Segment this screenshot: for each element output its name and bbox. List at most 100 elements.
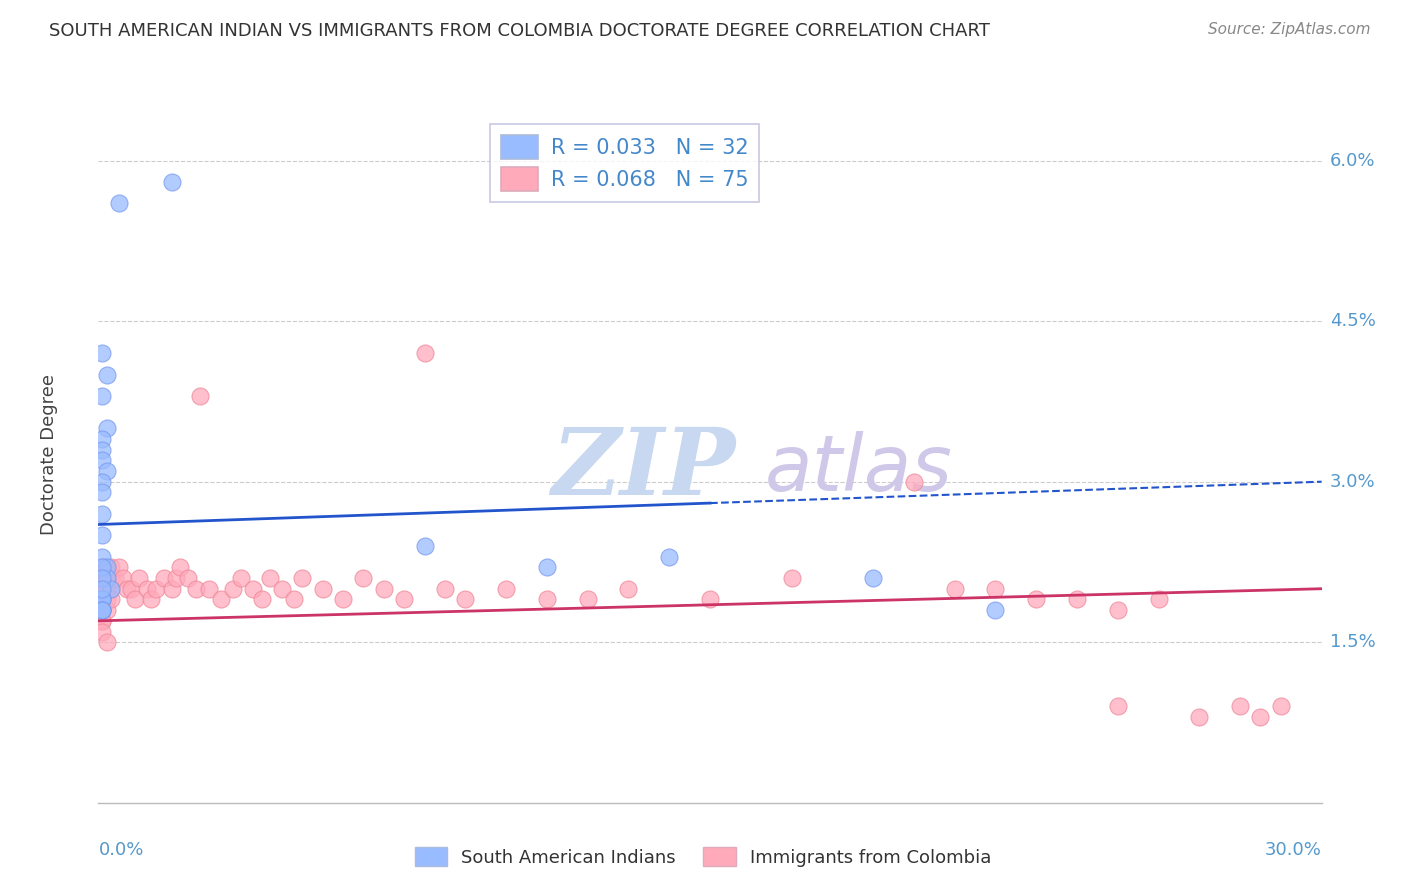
Point: [91, 560, 114, 574]
Point: [91, 582, 114, 596]
Point: [617, 582, 640, 596]
Point: [91, 603, 114, 617]
Point: [231, 571, 253, 585]
Point: [576, 592, 599, 607]
Point: [124, 592, 146, 607]
Point: [1025, 592, 1047, 607]
Point: [984, 582, 1007, 596]
Point: [495, 582, 517, 596]
Point: [1270, 699, 1292, 714]
Point: [984, 603, 1007, 617]
Point: [536, 592, 558, 607]
Point: [100, 592, 122, 607]
Point: [373, 582, 395, 596]
Point: [160, 582, 183, 596]
Point: [1107, 699, 1129, 714]
Point: [91, 624, 114, 639]
Point: [91, 582, 114, 596]
Point: [1249, 710, 1271, 724]
Text: 4.5%: 4.5%: [1330, 312, 1376, 330]
Point: [186, 582, 208, 596]
Point: [91, 571, 114, 585]
Point: [96, 603, 118, 617]
Point: [91, 582, 114, 596]
Text: 6.0%: 6.0%: [1330, 152, 1375, 169]
Legend: South American Indians, Immigrants from Colombia: South American Indians, Immigrants from …: [408, 840, 998, 874]
Point: [91, 560, 114, 574]
Point: [91, 346, 114, 360]
Point: [943, 582, 966, 596]
Point: [91, 614, 114, 628]
Point: [242, 582, 264, 596]
Point: [91, 592, 114, 607]
Point: [903, 475, 925, 489]
Point: [96, 571, 118, 585]
Point: [188, 389, 212, 403]
Text: Doctorate Degree: Doctorate Degree: [41, 375, 59, 535]
Point: [91, 603, 114, 617]
Point: [91, 571, 114, 585]
Point: [91, 592, 114, 607]
Point: [108, 196, 131, 211]
Point: [111, 571, 134, 585]
Point: [91, 614, 114, 628]
Point: [780, 571, 803, 585]
Point: [91, 560, 114, 574]
Point: [250, 592, 273, 607]
Point: [115, 582, 138, 596]
Point: [270, 582, 294, 596]
Text: 0.0%: 0.0%: [98, 841, 143, 859]
Text: atlas: atlas: [765, 431, 953, 507]
Point: [96, 635, 118, 649]
Text: 30.0%: 30.0%: [1265, 841, 1322, 859]
Point: [152, 571, 174, 585]
Point: [91, 475, 114, 489]
Text: ZIP: ZIP: [551, 424, 735, 514]
Point: [91, 442, 114, 457]
Point: [332, 592, 354, 607]
Text: 1.5%: 1.5%: [1330, 633, 1375, 651]
Point: [96, 368, 118, 382]
Text: 3.0%: 3.0%: [1330, 473, 1375, 491]
Point: [91, 571, 114, 585]
Point: [91, 592, 114, 607]
Point: [91, 603, 114, 617]
Point: [96, 421, 118, 435]
Point: [197, 582, 219, 596]
Point: [91, 453, 114, 467]
Point: [1066, 592, 1088, 607]
Point: [120, 582, 142, 596]
Point: [160, 175, 183, 189]
Point: [96, 571, 118, 585]
Point: [1107, 603, 1129, 617]
Point: [91, 592, 114, 607]
Point: [392, 592, 416, 607]
Point: [434, 582, 457, 596]
Point: [658, 549, 681, 564]
Point: [177, 571, 200, 585]
Point: [96, 592, 118, 607]
Point: [165, 571, 187, 585]
Point: [136, 582, 159, 596]
Point: [413, 346, 436, 360]
Text: Source: ZipAtlas.com: Source: ZipAtlas.com: [1208, 22, 1371, 37]
Point: [104, 571, 127, 585]
Point: [100, 582, 122, 596]
Point: [91, 592, 114, 607]
Point: [91, 549, 114, 564]
Point: [454, 592, 477, 607]
Point: [862, 571, 884, 585]
Point: [1188, 710, 1211, 724]
Point: [1229, 699, 1251, 714]
Point: [291, 571, 314, 585]
Point: [91, 389, 114, 403]
Point: [91, 603, 114, 617]
Point: [91, 485, 114, 500]
Point: [100, 560, 122, 574]
Point: [536, 560, 558, 574]
Point: [96, 582, 118, 596]
Point: [222, 582, 245, 596]
Point: [312, 582, 335, 596]
Point: [413, 539, 436, 553]
Point: [1147, 592, 1170, 607]
